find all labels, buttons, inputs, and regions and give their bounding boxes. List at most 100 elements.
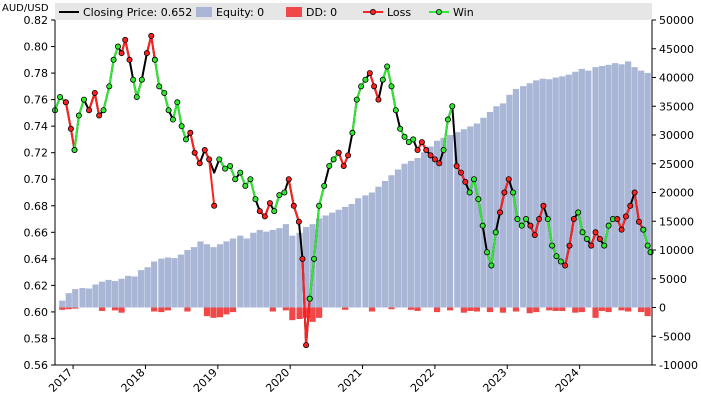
win-trade-point-4-3 bbox=[114, 43, 121, 50]
equity-bar-79 bbox=[578, 68, 585, 308]
loss-trade-point-10-0 bbox=[187, 129, 194, 136]
equity-bar-75 bbox=[552, 77, 559, 308]
win-trade-point-18-3 bbox=[321, 182, 328, 189]
equity-bar-71 bbox=[526, 83, 533, 308]
drawdown-bar-11 bbox=[210, 307, 217, 318]
equity-bar-37 bbox=[303, 227, 310, 308]
legend-label-dd: DD: 0 bbox=[306, 6, 337, 19]
equity-bar-83 bbox=[605, 64, 612, 308]
loss-trade-point-22-1 bbox=[371, 83, 378, 90]
equity-bar-60 bbox=[454, 132, 461, 308]
win-segment-29 bbox=[468, 175, 484, 226]
equity-bar-46 bbox=[362, 195, 369, 308]
equity-bar-49 bbox=[381, 181, 389, 308]
loss-trade-point-28-0 bbox=[453, 162, 460, 169]
legend-swatch-dot-win bbox=[435, 8, 442, 15]
x-tick-label-7: 2024 bbox=[553, 366, 582, 395]
win-trade-point-36-0 bbox=[575, 209, 582, 216]
drawdown-bar-3 bbox=[98, 307, 106, 311]
equity-bar-17 bbox=[171, 258, 178, 308]
x-tick-label-4: 2021 bbox=[336, 366, 365, 395]
win-trade-point-24-2 bbox=[405, 139, 412, 146]
drawdown-bar-22 bbox=[342, 307, 349, 310]
loss-trade-point-16-0 bbox=[285, 176, 292, 183]
win-trade-point-12-1 bbox=[222, 165, 229, 172]
win-trade-point-9-2 bbox=[178, 123, 185, 130]
win-trade-point-6-0 bbox=[130, 76, 137, 83]
equity-bar-86 bbox=[625, 61, 632, 308]
equity-bar-52 bbox=[401, 163, 408, 308]
equity-bars bbox=[59, 61, 651, 308]
equity-bar-50 bbox=[388, 175, 395, 308]
loss-trade-point-33-3 bbox=[540, 202, 547, 209]
win-trade-point-34-3 bbox=[557, 258, 564, 265]
x-tick-label-0: 2017 bbox=[46, 366, 75, 395]
win-trade-point-6-2 bbox=[138, 76, 145, 83]
win-trade-point-18-1 bbox=[311, 255, 318, 262]
equity-bar-20 bbox=[190, 247, 198, 308]
equity-bar-18 bbox=[177, 254, 185, 308]
equity-bar-16 bbox=[164, 257, 171, 308]
equity-bar-55 bbox=[420, 152, 428, 308]
win-trade-point-27-0 bbox=[440, 147, 447, 154]
win-trade-point-18-0 bbox=[306, 295, 313, 302]
win-segment-18 bbox=[308, 185, 326, 299]
win-trade-point-30-0 bbox=[484, 249, 491, 256]
left-tick-label-3: 0.76 bbox=[24, 94, 49, 107]
loss-trade-point-1-0 bbox=[62, 99, 69, 106]
loss-trade-point-11-2 bbox=[211, 202, 218, 209]
equity-bar-22 bbox=[203, 244, 211, 308]
drawdown-bar-41 bbox=[578, 307, 585, 313]
drawdown-bar-8 bbox=[164, 307, 171, 311]
win-trade-point-27-2 bbox=[449, 103, 456, 110]
x-tick-label-6: 2023 bbox=[480, 366, 509, 395]
loss-trade-point-5-2 bbox=[126, 56, 133, 63]
left-tick-label-5: 0.72 bbox=[24, 147, 49, 160]
equity-bar-57 bbox=[433, 140, 441, 308]
win-trade-point-21-2 bbox=[358, 83, 365, 90]
loss-trade-point-39-2 bbox=[622, 213, 629, 220]
loss-trade-point-7-1 bbox=[148, 32, 155, 39]
loss-trade-point-26-2 bbox=[436, 160, 443, 167]
equity-bar-42 bbox=[335, 209, 342, 308]
equity-bar-65 bbox=[486, 112, 494, 308]
win-trade-point-13-3 bbox=[252, 196, 259, 203]
left-tick-label-11: 0.60 bbox=[24, 306, 49, 319]
equity-bar-41 bbox=[329, 212, 336, 308]
drawdown-bar-46 bbox=[625, 307, 632, 312]
win-trade-point-8-2 bbox=[161, 89, 168, 96]
drawdown-bar-20 bbox=[309, 307, 316, 322]
loss-trade-point-1-1 bbox=[67, 125, 74, 132]
drawdown-bar-9 bbox=[184, 307, 191, 312]
win-trade-point-4-1 bbox=[106, 83, 113, 90]
equity-bar-4 bbox=[85, 288, 93, 308]
equity-bar-24 bbox=[216, 244, 224, 308]
equity-bar-44 bbox=[348, 204, 355, 308]
equity-bar-15 bbox=[158, 258, 165, 308]
equity-bar-62 bbox=[467, 126, 474, 308]
loss-trade-point-28-2 bbox=[462, 178, 469, 185]
drawdown-bar-33 bbox=[499, 307, 507, 313]
legend-swatch-dd bbox=[286, 7, 302, 17]
right-tick-label-7: 15000 bbox=[659, 215, 694, 228]
drawdown-bar-38 bbox=[552, 307, 559, 311]
win-trade-point-41-0 bbox=[640, 226, 647, 233]
win-segment-23 bbox=[381, 62, 397, 111]
right-tick-label-6: 20000 bbox=[659, 187, 694, 200]
equity-bar-1 bbox=[65, 293, 72, 308]
win-trade-point-8-0 bbox=[151, 56, 158, 63]
equity-bar-61 bbox=[460, 129, 467, 308]
drawdown-bar-26 bbox=[414, 307, 421, 311]
drawdown-bar-34 bbox=[512, 307, 520, 312]
loss-trade-point-16-1 bbox=[290, 202, 297, 209]
win-trade-point-13-2 bbox=[247, 176, 254, 183]
left-tick-label-8: 0.66 bbox=[24, 226, 49, 239]
trade-segments bbox=[52, 32, 654, 349]
equity-bar-67 bbox=[499, 103, 507, 308]
equity-bar-32 bbox=[269, 229, 276, 308]
loss-trade-point-25-1 bbox=[418, 139, 425, 146]
win-trade-point-32-2 bbox=[518, 222, 525, 229]
win-trade-point-23-2 bbox=[388, 83, 395, 90]
win-trade-point-27-1 bbox=[444, 116, 451, 123]
win-trade-point-8-1 bbox=[156, 83, 163, 90]
